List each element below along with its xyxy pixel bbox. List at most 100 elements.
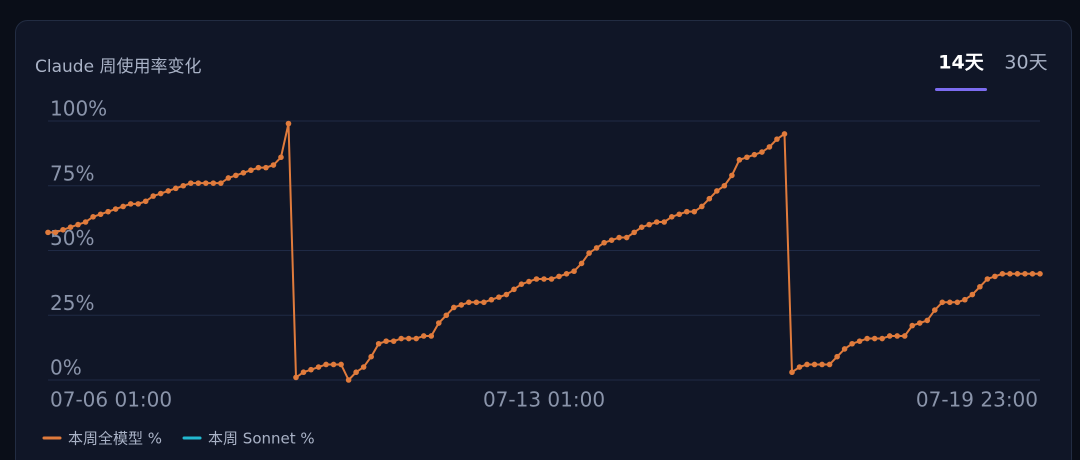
x-tick-label: 07-06 01:00 [50, 388, 172, 412]
data-point [691, 208, 698, 215]
data-point [984, 276, 991, 282]
data-point [571, 268, 577, 275]
data-point [1007, 271, 1013, 277]
data-point [285, 120, 292, 127]
data-point [879, 335, 885, 342]
data-point [631, 229, 637, 236]
data-point [368, 353, 374, 360]
legend: 本周全模型 % 本周 Sonnet % [42, 430, 315, 448]
data-point [916, 320, 923, 326]
data-point [338, 361, 344, 368]
tabs: 14天 30天 [935, 52, 1048, 91]
data-point [909, 322, 916, 329]
data-point [789, 369, 795, 376]
data-point [736, 157, 743, 163]
data-point [488, 296, 495, 303]
data-point [781, 131, 788, 137]
legend-label: 本周 Sonnet % [208, 430, 315, 448]
data-point [811, 361, 818, 368]
data-point [172, 185, 179, 192]
data-point [623, 234, 630, 241]
data-point [75, 221, 81, 228]
data-point [676, 211, 683, 218]
data-point [886, 333, 893, 339]
data-point [1029, 271, 1036, 277]
data-point [293, 374, 299, 381]
data-point [503, 291, 510, 298]
data-point [496, 294, 502, 300]
data-point [300, 369, 307, 376]
data-point [67, 224, 74, 230]
data-point [308, 366, 314, 373]
data-point [751, 151, 758, 158]
data-point [541, 276, 547, 282]
data-point [458, 302, 465, 308]
data-point [278, 154, 284, 161]
data-point [608, 237, 615, 243]
data-point [248, 167, 254, 174]
data-point [864, 335, 870, 342]
data-point [796, 364, 803, 370]
data-point [526, 278, 532, 285]
data-point [894, 333, 901, 339]
y-tick-label: 50% [50, 226, 94, 250]
data-point [578, 260, 585, 267]
data-point [969, 291, 976, 298]
data-point [759, 149, 765, 155]
data-point [924, 317, 931, 324]
card [15, 20, 1072, 460]
data-point [315, 364, 322, 370]
data-point [90, 214, 96, 220]
data-point [962, 296, 968, 303]
data-point [721, 182, 728, 189]
tab[interactable]: 30天 [1004, 52, 1047, 74]
data-point [977, 283, 983, 290]
data-point [233, 172, 239, 179]
data-point [210, 180, 217, 186]
data-point [646, 221, 653, 228]
data-point [180, 182, 187, 189]
data-point [157, 190, 164, 197]
data-point [819, 361, 825, 368]
data-point [405, 335, 412, 342]
data-point [699, 203, 705, 210]
data-point [323, 361, 329, 368]
data-point [661, 219, 668, 225]
data-point [345, 377, 352, 383]
data-point [533, 276, 540, 282]
data-point [473, 299, 480, 306]
data-point [255, 164, 262, 171]
data-point [420, 333, 427, 339]
data-point [1022, 271, 1028, 277]
data-point [82, 219, 89, 225]
data-point [586, 250, 592, 256]
data-point [849, 340, 855, 347]
data-point [1037, 271, 1043, 277]
y-tick-label: 75% [50, 161, 94, 185]
data-point [97, 211, 104, 218]
data-point [142, 198, 149, 205]
data-point [112, 206, 119, 212]
data-point [375, 340, 382, 347]
tab[interactable]: 14天 [938, 52, 984, 74]
data-point [616, 234, 622, 241]
data-point [706, 195, 713, 202]
data-point [1014, 271, 1021, 277]
data-point [939, 299, 946, 306]
data-point [398, 335, 405, 342]
data-point [481, 299, 487, 306]
data-point [668, 214, 675, 220]
y-tick-label: 0% [50, 356, 82, 380]
data-point [120, 203, 126, 210]
data-point [360, 364, 367, 370]
data-point [127, 201, 134, 207]
data-point [766, 144, 773, 150]
data-point [683, 208, 690, 215]
data-point [826, 361, 833, 368]
data-point [443, 312, 450, 319]
data-point [428, 333, 435, 339]
data-point [931, 307, 938, 313]
data-point [330, 361, 337, 368]
data-point [45, 229, 51, 236]
